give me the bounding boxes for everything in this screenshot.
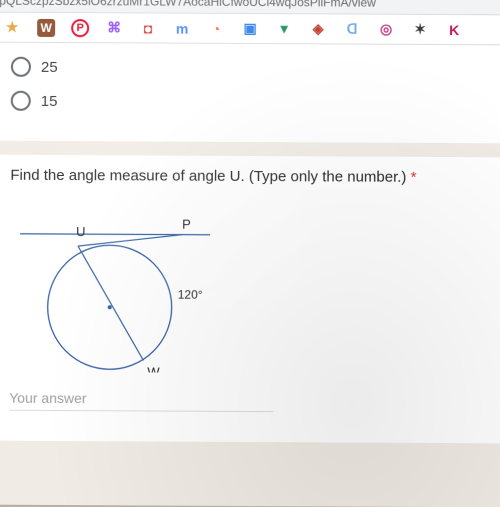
m-icon[interactable]: m xyxy=(173,19,191,37)
twitch-icon[interactable]: ⌘ xyxy=(105,19,123,37)
pinterest-icon[interactable]: P xyxy=(71,19,89,37)
bookmarks-bar: ★ WP ⌘ ◘ m ◔ ▣ ▾ ◈ ᗡ ◎ ✶ K xyxy=(0,13,500,46)
geometry-diagram: U P W 120° xyxy=(9,202,240,373)
diamond-icon[interactable]: ◈ xyxy=(309,20,327,38)
question-text-content: Find the angle measure of angle U. (Type… xyxy=(10,167,406,186)
answer-input[interactable]: Your answer xyxy=(9,390,273,412)
disney-icon[interactable]: ᗡ xyxy=(343,20,361,38)
question-text: Find the angle measure of angle U. (Type… xyxy=(10,165,490,189)
star-icon[interactable]: ★ xyxy=(3,18,21,36)
radio-option[interactable]: 15 xyxy=(11,91,491,114)
svg-text:W: W xyxy=(147,364,160,372)
crunchy-icon[interactable]: ◔ xyxy=(207,19,225,37)
pocket-icon[interactable]: ◘ xyxy=(139,19,157,37)
page-content: 25 15 Find the angle measure of angle U.… xyxy=(0,43,500,507)
svg-text:P: P xyxy=(182,217,191,232)
tri-icon[interactable]: ▾ xyxy=(275,20,293,38)
w-icon[interactable]: W xyxy=(37,18,55,36)
ig-icon[interactable]: ◎ xyxy=(377,20,395,38)
sq-icon[interactable]: ▣ xyxy=(241,19,259,37)
radio-option[interactable]: 25 xyxy=(11,57,491,80)
svg-text:120°: 120° xyxy=(178,288,203,302)
radio-icon xyxy=(11,57,31,77)
svg-text:U: U xyxy=(76,224,85,239)
url-text: pQLSczpzSbzx5lO6zrzuMr1GLW7AocaHiCfwoUCl… xyxy=(0,0,376,10)
required-marker: * xyxy=(411,169,417,186)
previous-question-card: 25 15 xyxy=(0,43,500,144)
option-label: 15 xyxy=(41,92,58,109)
spark-icon[interactable]: ✶ xyxy=(411,20,429,38)
option-label: 25 xyxy=(41,58,58,75)
k-icon[interactable]: K xyxy=(445,21,463,39)
radio-icon xyxy=(11,91,31,111)
question-card: Find the angle measure of angle U. (Type… xyxy=(0,155,500,444)
